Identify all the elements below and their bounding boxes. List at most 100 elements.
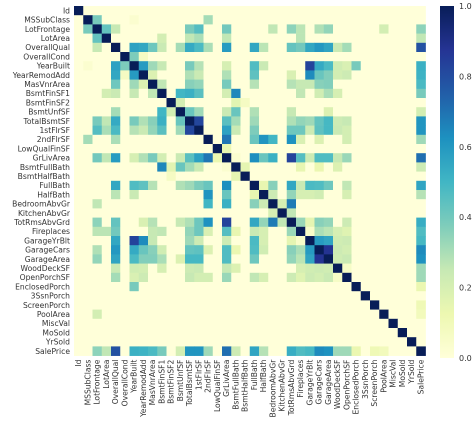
heatmap-cell-GarageYrBlt-KitchenAbvGr [277, 236, 288, 246]
heatmap-cell-MSSubClass-ScreenPorch [370, 15, 380, 25]
heatmap-cell-OverallQual-MSSubClass [83, 42, 93, 53]
y-tick-label: MiscVal [42, 319, 70, 328]
heatmap-cell-MasVnrArea-BsmtFinSF1 [157, 79, 167, 90]
heatmap-cell-3SsnPorch-BsmtFinSF1 [157, 291, 167, 301]
heatmap-cell-BsmtHalfBath-BsmtFinSF1 [157, 171, 167, 182]
x-tick-label: TotRmsAbvGrd [287, 359, 296, 416]
heatmap-cell-LotArea-LotArea [101, 33, 112, 44]
heatmap-cell-SalePrice-TotalBsmtSF [185, 346, 195, 356]
heatmap-cell-OverallQual-LowQualFinSF [212, 42, 223, 53]
heatmap-cell-YearBuilt-GrLivArea [222, 61, 232, 71]
heatmap-cell-BsmtUnfSF-GarageCars [314, 107, 325, 117]
heatmap-cell-BsmtUnfSF-SalePrice [416, 107, 426, 117]
heatmap-cell-MSSubClass-1stFlrSF [194, 15, 204, 25]
heatmap-cell-MSSubClass-GarageYrBlt [305, 15, 315, 25]
heatmap-cell-BsmtUnfSF-GarageArea [323, 107, 334, 117]
heatmap-cell-YearRemodAdd-YearRemodAdd [138, 70, 149, 80]
heatmap-cell-GarageArea-2ndFlrSF [203, 254, 214, 264]
y-tick-label: TotRmsAbvGrd [13, 218, 70, 227]
heatmap-cell-OverallCond-OverallCond [120, 52, 130, 62]
heatmap-cell-Id-LotArea [101, 6, 112, 16]
heatmap-cell-3SsnPorch-YearRemodAdd [138, 291, 149, 301]
heatmap-cell-BsmtFinSF1-GarageCars [314, 88, 325, 99]
heatmap-cell-3SsnPorch-2ndFlrSF [203, 291, 214, 301]
heatmap-cell-GrLivArea-MSSubClass [83, 153, 93, 163]
heatmap-cell-OverallQual-BsmtFinSF2 [166, 42, 177, 53]
heatmap-cell-MiscVal-OverallCond [120, 318, 130, 329]
x-tick-label: LotArea [102, 360, 111, 389]
heatmap-cell-OverallQual-BsmtFullBath [231, 42, 241, 53]
heatmap-cell-BsmtUnfSF-MoSold [397, 107, 408, 117]
heatmap-cell-GarageCars-YearBuilt [129, 245, 140, 255]
heatmap-cell-PoolArea-TotRmsAbvGrd [286, 309, 297, 320]
heatmap-cell-BsmtUnfSF-1stFlrSF [194, 107, 204, 117]
heatmap-cell-BsmtUnfSF-MSSubClass [83, 107, 93, 117]
x-tick-label: BsmtUnfSF [176, 360, 185, 402]
heatmap-cell-MoSold-PoolArea [379, 328, 389, 338]
heatmap-cell-LowQualFinSF-SalePrice [416, 144, 426, 154]
heatmap-cell-BsmtFinSF2-HalfBath [259, 98, 269, 108]
heatmap-cell-KitchenAbvGr-TotRmsAbvGrd [286, 208, 297, 218]
heatmap-cell-OpenPorchSF-1stFlrSF [194, 272, 204, 283]
heatmap-cell-OverallQual-OpenPorchSF [342, 42, 352, 53]
heatmap-cell-2ndFlrSF-SalePrice [416, 134, 426, 145]
heatmap-cell-KitchenAbvGr-BsmtFinSF1 [157, 208, 167, 218]
heatmap-cell-KitchenAbvGr-3SsnPorch [360, 208, 371, 218]
heatmap-cell-KitchenAbvGr-BsmtFullBath [231, 208, 241, 218]
heatmap-cell-LotFrontage-BsmtUnfSF [175, 24, 186, 34]
heatmap-cell-3SsnPorch-BsmtUnfSF [175, 291, 186, 301]
heatmap-cell-OpenPorchSF-FullBath [249, 272, 260, 283]
heatmap-cell-LowQualFinSF-MoSold [397, 144, 408, 154]
heatmap-cell-BsmtHalfBath-KitchenAbvGr [277, 171, 288, 182]
heatmap-cell-2ndFlrSF-OverallQual [111, 134, 121, 145]
heatmap-cell-LowQualFinSF-Id [74, 144, 84, 154]
x-tick-label: BedroomAbvGr [268, 359, 277, 418]
heatmap-cell-ScreenPorch-BsmtFinSF1 [157, 300, 167, 310]
y-tick-label: 3SsnPorch [31, 292, 71, 301]
heatmap-cell-2ndFlrSF-MasVnrArea [148, 134, 158, 145]
heatmap-cell-KitchenAbvGr-BsmtHalfBath [240, 208, 251, 218]
heatmap-cell-TotRmsAbvGrd-YearBuilt [129, 217, 140, 228]
heatmap-cell-PoolArea-HalfBath [259, 309, 269, 320]
heatmap-cell-MoSold-GarageCars [314, 328, 325, 338]
heatmap-cell-GarageCars-TotalBsmtSF [185, 245, 195, 255]
heatmap-cell-OverallQual-BsmtUnfSF [175, 42, 186, 53]
heatmap-cell-MiscVal-LotArea [101, 318, 112, 329]
heatmap-cell-1stFlrSF-YrSold [407, 125, 417, 136]
heatmap-cell-MoSold-GarageArea [323, 328, 334, 338]
heatmap-cell-HalfBath-Id [74, 190, 84, 200]
heatmap-cell-HalfBath-BsmtFullBath [231, 190, 241, 200]
heatmap-cell-WoodDeckSF-SalePrice [416, 263, 426, 274]
heatmap-cell-MasVnrArea-Fireplaces [296, 79, 306, 90]
heatmap-cell-WoodDeckSF-MSSubClass [83, 263, 93, 274]
heatmap-cell-PoolArea-3SsnPorch [360, 309, 371, 320]
x-tick-label: Fireplaces [296, 360, 305, 398]
heatmap-cell-BedroomAbvGr-BsmtFullBath [231, 199, 241, 209]
heatmap-cell-YrSold-MoSold [397, 337, 408, 347]
heatmap-cell-1stFlrSF-BsmtFullBath [231, 125, 241, 136]
heatmap-cell-FullBath-3SsnPorch [360, 180, 371, 191]
heatmap-cell-GarageArea-BsmtFinSF2 [166, 254, 177, 264]
heatmap-cell-LotFrontage-GarageArea [323, 24, 334, 34]
heatmap-cell-PoolArea-LotArea [101, 309, 112, 320]
heatmap-cell-WoodDeckSF-PoolArea [379, 263, 389, 274]
heatmap-cell-WoodDeckSF-LotFrontage [92, 263, 103, 274]
heatmap-cell-MasVnrArea-PoolArea [379, 79, 389, 90]
heatmap-cell-GarageArea-YrSold [407, 254, 417, 264]
heatmap-cell-GarageCars-MiscVal [388, 245, 399, 255]
heatmap-cell-SalePrice-OverallCond [120, 346, 130, 356]
heatmap-cell-BedroomAbvGr-2ndFlrSF [203, 199, 214, 209]
heatmap-cell-TotRmsAbvGrd-2ndFlrSF [203, 217, 214, 228]
heatmap-cell-TotalBsmtSF-GarageArea [323, 116, 334, 126]
heatmap-cell-GarageCars-EnclosedPorch [351, 245, 362, 255]
x-tick-label: GrLivArea [222, 360, 231, 397]
heatmap-cell-HalfBath-BsmtUnfSF [175, 190, 186, 200]
heatmap-cell-HalfBath-Fireplaces [296, 190, 306, 200]
heatmap-cell-SalePrice-BsmtFinSF1 [157, 346, 167, 356]
y-tick-label: LowQualFinSF [18, 144, 70, 153]
heatmap-cell-BedroomAbvGr-MiscVal [388, 199, 399, 209]
heatmap-cell-BsmtFullBath-BsmtUnfSF [175, 162, 186, 172]
heatmap-cell-Id-YrSold [407, 6, 417, 16]
heatmap-cell-GarageCars-ScreenPorch [370, 245, 380, 255]
